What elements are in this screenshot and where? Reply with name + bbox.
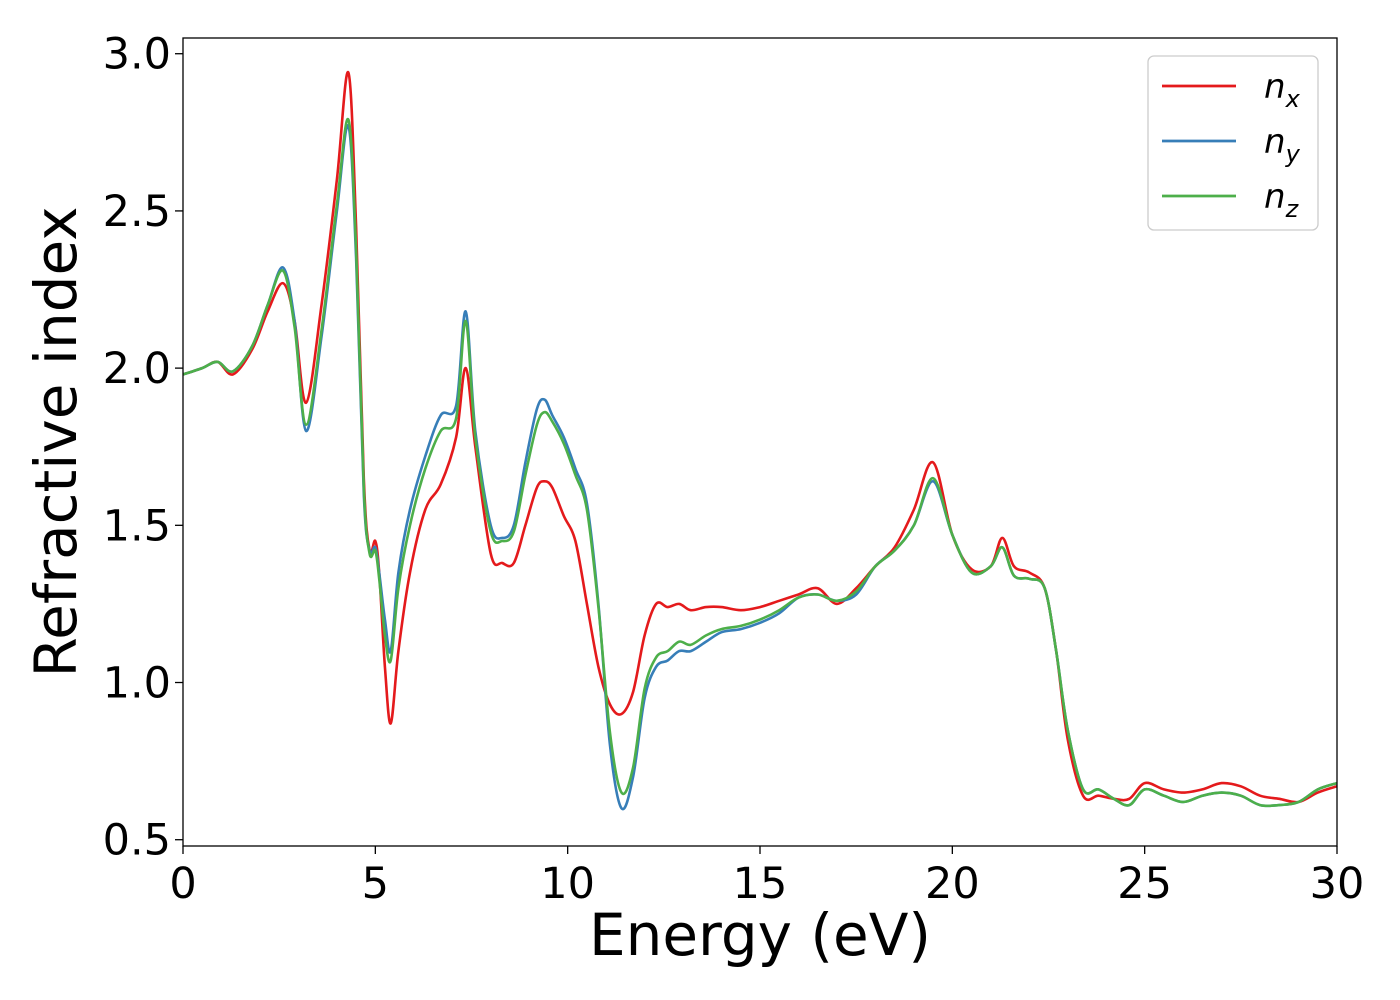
y-tick-label: 2.0	[103, 344, 171, 394]
x-tick-label: 0	[169, 859, 196, 909]
legend-label-z: nz	[1264, 177, 1300, 223]
y-axis-title: Refractive index	[22, 206, 90, 677]
ticks-layer: 0 5 10 15 20 25 30 0.5 1.0 1.5 2.0 2.5 3.0	[103, 30, 1365, 909]
series-layer	[183, 71, 1337, 811]
y-tick-label: 0.5	[103, 816, 171, 866]
series-line-z	[183, 117, 1337, 808]
y-tick-label: 2.5	[103, 187, 171, 237]
x-tick-label: 10	[540, 859, 595, 909]
x-tick-label: 30	[1310, 859, 1365, 909]
legend: nx ny nz	[1147, 55, 1319, 231]
x-tick-label: 5	[362, 859, 389, 909]
x-tick-label: 25	[1117, 859, 1172, 909]
legend-label-y: ny	[1264, 122, 1301, 168]
x-axis-title: Energy (eV)	[589, 901, 931, 969]
y-tick-label: 1.5	[103, 501, 171, 551]
y-tick-label: 1.0	[103, 659, 171, 709]
x-tick-label: 20	[925, 859, 980, 909]
legend-label-x: nx	[1264, 67, 1301, 113]
y-tick-label: 3.0	[103, 30, 171, 80]
x-tick-label: 15	[733, 859, 788, 909]
legend-box	[1147, 55, 1319, 231]
